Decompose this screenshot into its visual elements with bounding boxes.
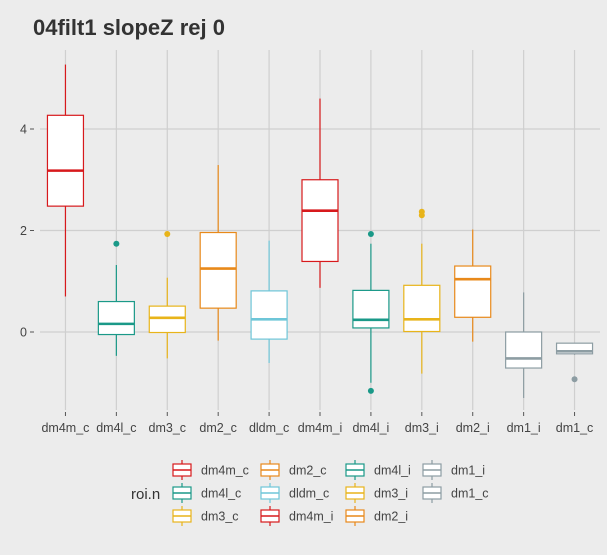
box-iqr — [555, 342, 594, 355]
box-iqr — [403, 284, 441, 333]
legend-title: roi.n — [131, 486, 160, 503]
box-dm3_c — [148, 231, 186, 359]
outlier-point — [113, 240, 120, 247]
box-dm2_c — [199, 165, 237, 341]
box-dm4l_i — [352, 231, 390, 394]
box-dm4l_c — [97, 240, 135, 356]
x-tick-label: dm4l_i — [352, 421, 389, 435]
box-iqr — [250, 290, 288, 340]
x-tick-label: dm4m_c — [41, 421, 89, 435]
legend-label: dm4l_i — [374, 464, 411, 478]
legend-label: dm4m_i — [289, 510, 333, 524]
box-dldm_c — [250, 240, 288, 363]
x-tick-label: dldm_c — [249, 421, 289, 435]
legend-item-dm3_i: dm3_i — [345, 483, 408, 503]
legend: roi.n dm4m_c dm4l_c dm3_c dm2_c dldm_c dm4m_i… — [131, 460, 489, 526]
box-iqr — [46, 114, 85, 207]
legend-item-dm4l_i: dm4l_i — [345, 460, 411, 480]
box-dm3_i — [403, 208, 441, 374]
x-tick-label: dm4l_c — [96, 421, 136, 435]
legend-item-dm2_c: dm2_c — [260, 460, 327, 480]
outlier-point — [418, 208, 425, 215]
box-iqr — [199, 231, 237, 309]
legend-label: dm2_i — [374, 510, 408, 524]
x-tick-label: dm2_c — [199, 421, 237, 435]
y-tick-label: 0 — [20, 326, 27, 340]
legend-label: dm1_i — [451, 464, 485, 478]
legend-item-dm4m_c: dm4m_c — [172, 460, 249, 480]
box-iqr — [505, 331, 543, 369]
legend-item-dm4m_i: dm4m_i — [260, 506, 333, 526]
outlier-point — [164, 231, 171, 238]
outlier-point — [367, 231, 374, 238]
legend-label: dm3_c — [201, 510, 239, 524]
box-dm4m_c — [46, 64, 85, 297]
legend-item-dm2_i: dm2_i — [345, 506, 408, 526]
box-dm1_c — [555, 342, 594, 383]
box-dm1_i — [505, 292, 543, 398]
box-iqr — [97, 300, 135, 336]
legend-label: dm1_c — [451, 487, 489, 501]
legend-item-dldm_c: dldm_c — [260, 483, 329, 503]
legend-label: dm2_c — [289, 464, 327, 478]
chart-title: 04filt1 slopeZ rej 0 — [33, 15, 225, 40]
legend-item-dm1_c: dm1_c — [422, 483, 489, 503]
x-tick-label: dm2_i — [456, 421, 490, 435]
boxes — [46, 64, 594, 398]
x-tick-label: dm1_i — [507, 421, 541, 435]
box-dm2_i — [454, 229, 492, 342]
axes: 0 2 4 dm4m_c dm4l_c dm3_c dm2_c dldm_c dm4m_i dm4… — [20, 123, 593, 436]
outlier-point — [571, 376, 578, 383]
outlier-point — [367, 387, 374, 394]
legend-label: dldm_c — [289, 487, 329, 501]
x-tick-label: dm4m_i — [298, 421, 342, 435]
box-iqr — [454, 265, 492, 318]
y-tick-label: 2 — [20, 224, 27, 238]
x-tick-label: dm3_c — [149, 421, 187, 435]
box-dm4m_i — [301, 98, 339, 288]
box-iqr — [148, 305, 186, 334]
legend-label: dm4l_c — [201, 487, 241, 501]
x-tick-label: dm3_i — [405, 421, 439, 435]
legend-item-dm3_c: dm3_c — [172, 506, 239, 526]
y-tick-label: 4 — [20, 123, 27, 137]
x-tick-label: dm1_c — [556, 421, 594, 435]
legend-label: dm3_i — [374, 487, 408, 501]
legend-item-dm1_i: dm1_i — [422, 460, 485, 480]
legend-item-dm4l_c: dm4l_c — [172, 483, 241, 503]
legend-label: dm4m_c — [201, 464, 249, 478]
box-iqr — [301, 179, 339, 263]
box-iqr — [352, 289, 390, 329]
